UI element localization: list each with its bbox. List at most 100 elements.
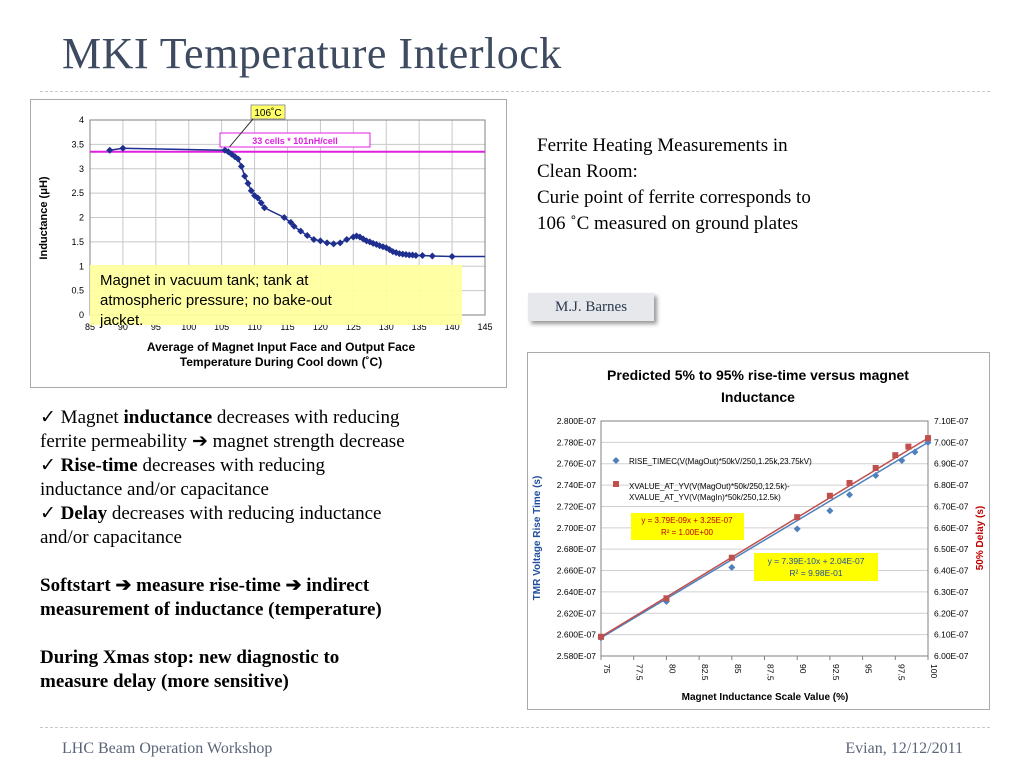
bullet-text: decreases with reducing [212,407,400,428]
x-tick-label: 75 [602,664,612,674]
legend-label: XVALUE_AT_YV(V(MagIn)*50k/250,12.5k) [629,493,781,502]
y-tick-label: 2.760E-07 [557,459,596,469]
note-text: jacket. [99,312,143,329]
data-point [310,235,318,243]
data-point [793,525,801,533]
x-tick-label: 100 [181,322,196,332]
data-point [826,507,834,515]
data-point [728,563,736,571]
data-point [598,633,604,640]
y-tick-label: 2.740E-07 [557,480,596,490]
equation-text: R² = 9.98E-01 [789,568,842,578]
chart-title: Predicted 5% to 95% rise-time versus mag… [607,367,909,383]
right-description: Ferrite Heating Measurements in Clean Ro… [537,133,927,237]
data-point [280,214,288,221]
y-tick-label: 2.780E-07 [557,437,596,447]
x-tick-label: 95 [151,322,161,332]
data-point [911,448,919,456]
y2-tick-label: 6.40E-07 [934,566,969,576]
data-point [905,443,912,450]
bullet-delay: ✓ Delay decreases with reducing inductan… [40,502,520,526]
y-tick-label: 2.640E-07 [557,587,596,597]
equation-box [631,513,744,540]
plot-area [600,420,929,657]
data-point [663,595,670,602]
note-box [90,265,462,325]
x-tick-label: 105 [214,322,229,332]
data-point [872,471,880,479]
y-tick-label: 3 [79,164,84,174]
data-point [846,479,853,486]
data-point [234,155,242,163]
data-point [257,199,265,207]
data-point [106,146,114,154]
x-tick-label: 120 [313,322,328,332]
check-icon: ✓ [40,407,56,428]
risetime-chart-panel: Predicted 5% to 95% rise-time versus mag… [527,352,990,710]
chart-title: Inductance [721,389,795,405]
x-tick-label: 80 [667,664,677,674]
data-point [872,465,879,471]
data-point [898,457,906,465]
y-tick-label: 2.720E-07 [557,501,596,511]
top-divider [40,91,990,92]
data-point [247,187,255,195]
data-point [316,237,324,245]
x-tick-label: 140 [445,322,460,332]
trendline [600,437,929,638]
data-point [428,252,436,260]
x-tick-label: 115 [280,322,294,332]
legend-label: RISE_TIMEC(V(MagOut)*50kV/250,1.25k,23.7… [629,457,812,466]
x-axis-label: Temperature During Cool down (˚C) [180,355,382,369]
data-point [119,144,127,152]
right-text-line: Curie point of ferrite corresponds to [537,187,811,208]
data-point [395,250,403,258]
reference-label: 33 cells * 101nH/cell [252,136,338,146]
arrow-right-icon: ➔ [191,431,208,452]
bullet-text: Magnet [60,407,124,428]
bullet-delay-cont: and/or capacitance [40,527,182,548]
bullet-text: decreases with reducing inductance [107,503,382,524]
x-axis-label: Magnet Inductance Scale Value (%) [682,692,849,703]
equation-text: y = 3.79E-09x + 3.25E-07 [641,516,733,525]
softstart-text: indirect [301,575,370,596]
bullet-risetime: ✓ Rise-time decreases with reducing [40,454,520,478]
y-tick-label: 2.620E-07 [557,608,596,618]
y2-tick-label: 6.10E-07 [934,630,969,640]
footer-left: LHC Beam Operation Workshop [62,740,273,757]
data-point [925,435,931,442]
y2-tick-label: 7.00E-07 [934,437,969,447]
series-line [109,147,485,258]
data-point [287,218,295,226]
x-tick-label: 130 [379,322,394,332]
y-tick-label: 0.5 [71,286,84,296]
data-point [260,204,268,212]
y-tick-label: 3.5 [71,139,84,149]
softstart-line-cont: measurement of inductance (temperature) [40,599,382,620]
x-tick-label: 90 [118,322,128,332]
x-tick-label: 85 [733,664,743,674]
check-icon: ✓ [40,455,56,476]
x-tick-label: 135 [412,322,427,332]
slide-title: MKI Temperature Interlock [62,29,562,78]
bullet-text: ferrite permeability [40,431,192,452]
note-text: atmospheric pressure; no bake-out [100,292,333,309]
data-point [241,172,249,180]
y-tick-label: 2.680E-07 [557,544,596,554]
arrow-right-icon: ➔ [115,575,132,596]
author-box: M.J. Barnes [528,293,654,321]
y2-tick-label: 6.20E-07 [934,608,969,618]
bullet-text: magnet strength decrease [207,431,405,452]
y2-tick-label: 6.30E-07 [934,587,969,597]
data-point [418,252,426,260]
right-text-line: Ferrite Heating Measurements in [537,135,788,156]
legend-marker [613,481,619,487]
x-tick-label: 87.5 [766,664,776,681]
y-tick-label: 0 [79,310,84,320]
x-tick-label: 145 [477,322,492,332]
right-text-line: Clean Room: [537,161,638,182]
note-text: Magnet in vacuum tank; tank at [100,272,309,289]
equation-text: R² = 1.00E+00 [661,528,714,537]
reference-label-box [219,132,371,148]
data-point [244,179,252,187]
